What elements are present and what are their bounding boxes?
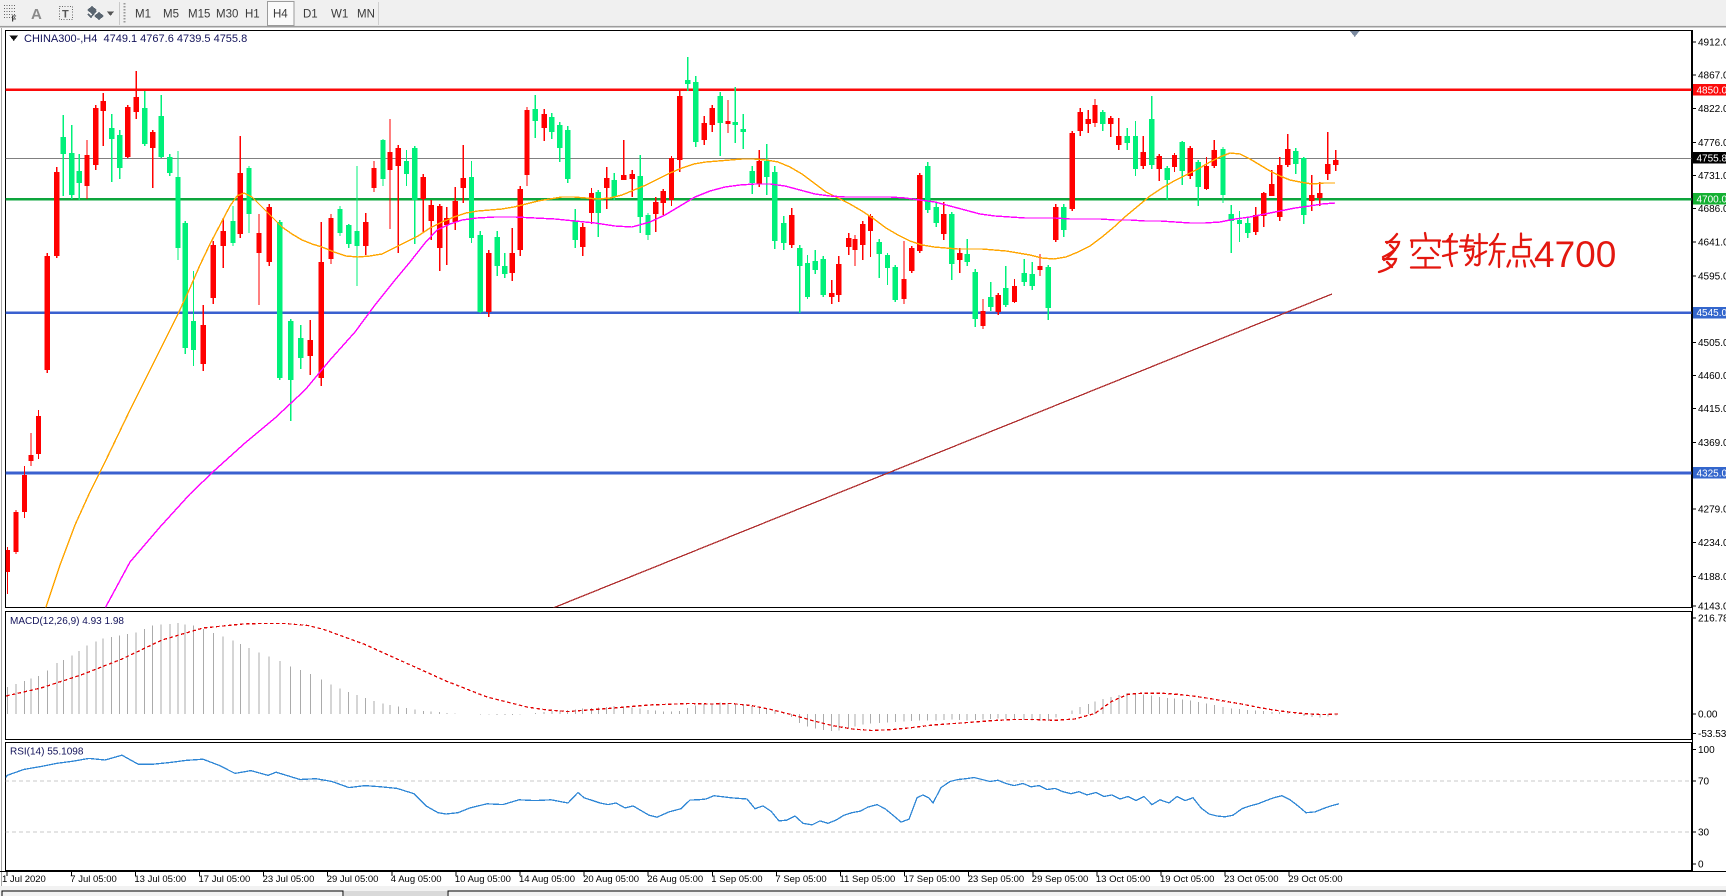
svg-text:7 Sep 05:00: 7 Sep 05:00 <box>775 874 826 885</box>
svg-text:4143.0: 4143.0 <box>1698 601 1726 612</box>
svg-text:0.00: 0.00 <box>1698 710 1718 721</box>
svg-text:29 Oct 05:00: 29 Oct 05:00 <box>1288 874 1342 885</box>
svg-text:M5: M5 <box>163 9 179 21</box>
svg-text:4460.0: 4460.0 <box>1698 371 1726 382</box>
svg-text:100: 100 <box>1698 745 1715 756</box>
svg-text:30: 30 <box>1698 828 1710 839</box>
svg-text:4188.0: 4188.0 <box>1698 572 1726 583</box>
svg-text:70: 70 <box>1698 777 1710 788</box>
svg-text:4595.0: 4595.0 <box>1698 271 1726 282</box>
svg-text:13 Jul 05:00: 13 Jul 05:00 <box>134 874 186 885</box>
svg-text:4850.0: 4850.0 <box>1697 86 1726 97</box>
svg-text:A: A <box>31 6 42 23</box>
svg-text:4279.0: 4279.0 <box>1698 505 1726 516</box>
svg-text:4776.0: 4776.0 <box>1698 138 1726 149</box>
svg-text:0: 0 <box>1698 860 1704 871</box>
svg-text:4700.0: 4700.0 <box>1697 195 1726 206</box>
svg-text:W1: W1 <box>331 9 348 21</box>
svg-text:M15: M15 <box>188 9 210 21</box>
svg-text:4686.0: 4686.0 <box>1698 204 1726 215</box>
svg-text:MN: MN <box>357 9 375 21</box>
svg-text:4369.0: 4369.0 <box>1698 438 1726 449</box>
svg-text:29 Jul 05:00: 29 Jul 05:00 <box>327 874 379 885</box>
svg-text:F: F <box>12 15 17 24</box>
svg-text:1 Jul 2020: 1 Jul 2020 <box>2 874 46 885</box>
svg-text:1 Sep 05:00: 1 Sep 05:00 <box>711 874 762 885</box>
svg-text:23 Sep 05:00: 23 Sep 05:00 <box>968 874 1025 885</box>
svg-text:MACD(12,26,9) 4.93 1.98: MACD(12,26,9) 4.93 1.98 <box>10 616 124 627</box>
svg-text:4545.0: 4545.0 <box>1697 308 1726 319</box>
svg-text:D1: D1 <box>303 9 318 21</box>
svg-text:T: T <box>62 9 69 21</box>
svg-text:29 Sep 05:00: 29 Sep 05:00 <box>1032 874 1089 885</box>
svg-text:RSI(14) 55.1098: RSI(14) 55.1098 <box>10 747 84 758</box>
svg-text:M1: M1 <box>135 9 151 21</box>
svg-text:H4: H4 <box>273 9 288 21</box>
svg-text:4641.0: 4641.0 <box>1698 237 1726 248</box>
svg-text:4755.8: 4755.8 <box>1697 154 1726 165</box>
svg-text:216.78: 216.78 <box>1698 614 1726 625</box>
svg-text:4700: 4700 <box>1534 234 1616 275</box>
svg-text:23 Jul 05:00: 23 Jul 05:00 <box>263 874 315 885</box>
svg-text:4234.0: 4234.0 <box>1698 538 1726 549</box>
svg-text:M30: M30 <box>216 9 238 21</box>
svg-text:10 Aug 05:00: 10 Aug 05:00 <box>455 874 511 885</box>
svg-text:23 Oct 05:00: 23 Oct 05:00 <box>1224 874 1278 885</box>
svg-text:17 Jul 05:00: 17 Jul 05:00 <box>199 874 251 885</box>
svg-text:H1: H1 <box>245 9 260 21</box>
svg-text:7 Jul 05:00: 7 Jul 05:00 <box>70 874 116 885</box>
svg-text:14 Aug 05:00: 14 Aug 05:00 <box>519 874 575 885</box>
svg-text:20 Aug 05:00: 20 Aug 05:00 <box>583 874 639 885</box>
svg-text:4 Aug 05:00: 4 Aug 05:00 <box>391 874 442 885</box>
svg-text:4505.0: 4505.0 <box>1698 338 1726 349</box>
svg-text:4912.0: 4912.0 <box>1698 37 1726 48</box>
svg-text:11 Sep 05:00: 11 Sep 05:00 <box>840 874 896 885</box>
svg-text:19 Oct 05:00: 19 Oct 05:00 <box>1160 874 1214 885</box>
svg-text:4415.0: 4415.0 <box>1698 404 1726 415</box>
svg-text:4822.0: 4822.0 <box>1698 104 1726 115</box>
svg-text:4325.0: 4325.0 <box>1697 469 1726 480</box>
svg-text:26 Aug 05:00: 26 Aug 05:00 <box>647 874 703 885</box>
svg-text:4731.0: 4731.0 <box>1698 171 1726 182</box>
svg-text:17 Sep 05:00: 17 Sep 05:00 <box>904 874 961 885</box>
svg-text:4867.0: 4867.0 <box>1698 71 1726 82</box>
svg-text:CHINA300-,H4 4749.1 4767.6 47: CHINA300-,H4 4749.1 4767.6 4739.5 4755.8 <box>24 33 247 45</box>
svg-text:-53.53: -53.53 <box>1698 729 1726 740</box>
svg-text:13 Oct 05:00: 13 Oct 05:00 <box>1096 874 1150 885</box>
